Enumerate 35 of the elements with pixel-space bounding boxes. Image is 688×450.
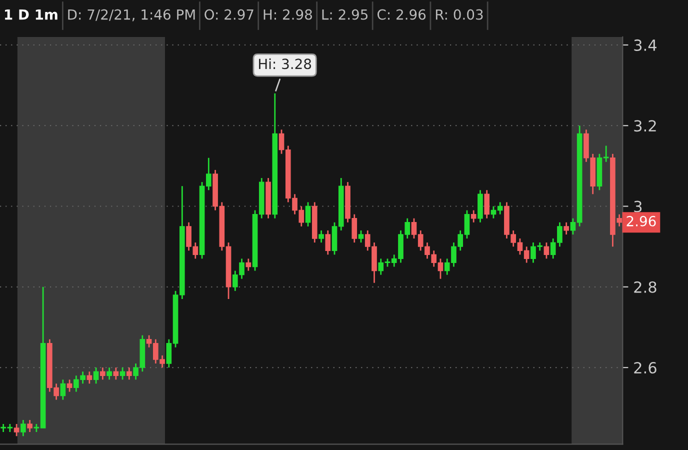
candlestick	[120, 366, 126, 380]
text: O: 2.97	[204, 9, 254, 20]
candlestick	[86, 370, 92, 384]
text: L: 2.95	[322, 9, 368, 20]
candlestick	[20, 419, 26, 437]
candlestick	[564, 222, 570, 236]
candlestick	[66, 378, 72, 392]
candlestick	[484, 189, 490, 220]
y-tick-label: 3	[634, 200, 642, 212]
candlestick	[93, 366, 99, 384]
y-tick-label: 2.8	[634, 281, 656, 293]
candlestick	[305, 202, 311, 228]
candlestick	[325, 230, 331, 256]
candlestick	[246, 258, 252, 272]
candlestick	[126, 366, 132, 380]
text: H: 2.98	[264, 9, 312, 20]
candlestick	[100, 366, 106, 380]
text: D: 7/2/21, 1:46 PM	[68, 9, 195, 22]
y-tick-label: 3.4	[634, 39, 656, 51]
candlestick	[14, 423, 20, 437]
y-tick-label: 3.2	[634, 120, 656, 132]
candlestick	[60, 378, 66, 400]
text: C: 2.96	[378, 9, 426, 20]
candlestick	[106, 366, 112, 380]
candlestick	[318, 230, 324, 244]
text: R: 0.03	[436, 9, 483, 20]
chart-title: 1 D 1m	[5, 9, 58, 20]
candlestick	[358, 230, 364, 244]
candlestick	[27, 419, 32, 433]
candlestick	[113, 366, 119, 380]
candlestick	[544, 242, 550, 260]
candlestick	[470, 210, 476, 224]
text: 2.96	[626, 216, 656, 226]
annotation: Hi: 3.28	[259, 58, 312, 70]
y-tick-label: 2.6	[634, 362, 656, 374]
